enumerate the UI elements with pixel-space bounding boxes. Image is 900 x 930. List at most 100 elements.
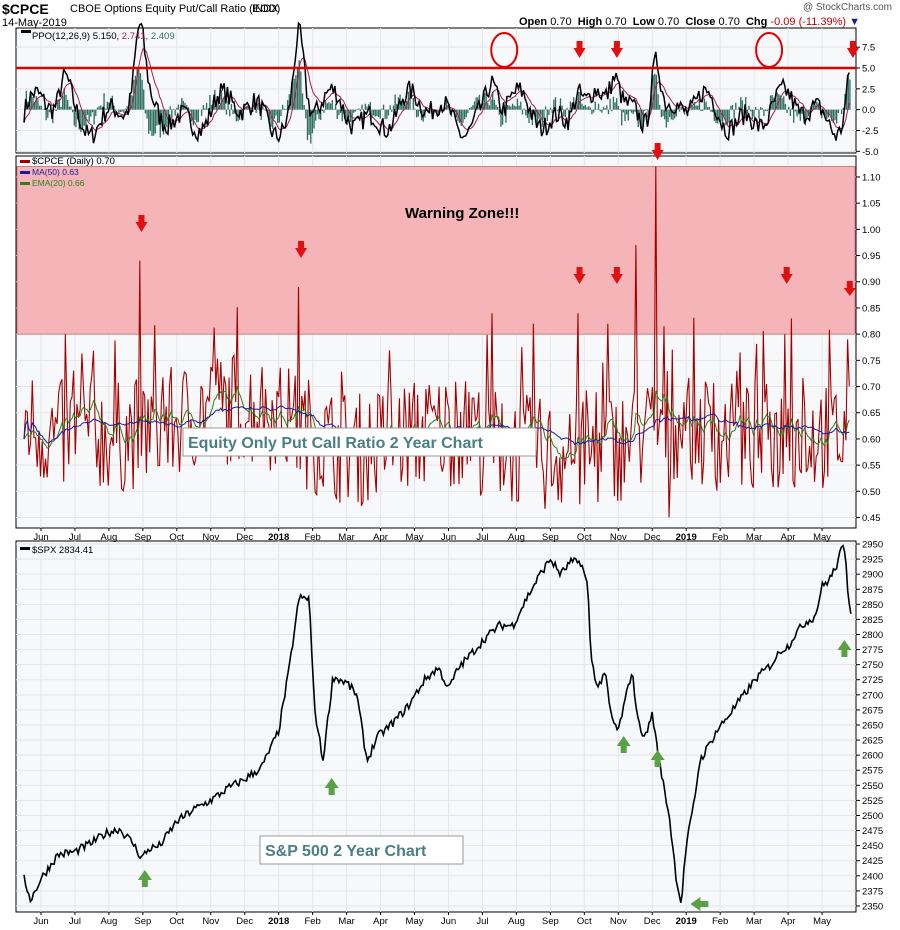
ppo-histogram-bar — [348, 109, 350, 118]
ppo-histogram-bar — [305, 109, 307, 119]
ppo-histogram-bar — [176, 107, 178, 110]
ppo-histogram-bar — [177, 104, 180, 110]
ppo-histogram-bar — [834, 109, 836, 121]
ppo-histogram-bar — [606, 105, 608, 110]
chg-down-icon: ▼ — [849, 16, 860, 28]
ppo-histogram-bar — [124, 108, 127, 110]
ppo-histogram-bar — [650, 95, 653, 110]
y-tick-label: 2475 — [862, 826, 883, 837]
x-tick-label: 2019 — [676, 916, 697, 927]
x-tick-label: May — [406, 532, 424, 543]
down-arrow — [135, 215, 148, 232]
up-arrow — [324, 778, 339, 795]
up-arrow — [616, 736, 631, 753]
y-tick-label: 1.10 — [862, 172, 881, 183]
ppo-histogram-bar — [591, 109, 593, 115]
ppo-histogram-bar — [146, 109, 148, 119]
ppo-histogram-bar — [391, 109, 393, 112]
ppo-histogram-bar — [625, 109, 628, 115]
ppo-histogram-bar — [323, 109, 325, 113]
ppo-histogram-bar — [840, 109, 843, 115]
ppo-histogram-bar — [268, 109, 271, 121]
ppo-histogram-bar — [209, 94, 211, 110]
ppo-histogram-bar — [224, 95, 226, 110]
ppo-histogram-bar — [487, 102, 489, 110]
ppo-histogram-bar — [68, 106, 70, 110]
ppo-histogram-bar — [518, 105, 520, 110]
x-tick-label: 2018 — [268, 916, 289, 927]
ppo-histogram-bar — [521, 109, 524, 115]
y-tick-label: 2500 — [862, 811, 883, 822]
x-tick-label: Apr — [781, 916, 796, 927]
ppo-histogram-bar — [285, 108, 287, 110]
ppo-histogram-bar — [286, 100, 289, 110]
ppo-histogram-bar — [467, 109, 469, 114]
x-tick-label: Dec — [236, 916, 253, 927]
ppo-histogram-bar — [556, 109, 558, 112]
ppo-histogram-bar — [144, 109, 147, 114]
ppo-histogram-bar — [544, 106, 547, 110]
ppo-histogram-bar — [156, 109, 158, 126]
ppo-histogram-bar — [634, 109, 636, 112]
ppo-histogram-bar — [172, 108, 175, 110]
ppo-histogram-bar — [148, 109, 150, 134]
ppo-histogram-bar — [485, 92, 487, 110]
ppo-histogram-bar — [614, 102, 616, 110]
ppo-histogram-bar — [506, 104, 509, 110]
ppo-histogram-bar — [392, 105, 395, 110]
x-tick-label: Oct — [577, 532, 592, 543]
x-tick-label: Feb — [304, 916, 320, 927]
ppo-histogram-bar — [288, 94, 290, 110]
ppo-histogram-bar — [339, 109, 342, 113]
ppo-histogram-bar — [718, 109, 720, 120]
ppo-histogram-bar — [473, 101, 476, 110]
legend-entry: $CPCE (Daily) 0.70 — [32, 156, 115, 167]
ppo-histogram-bar — [788, 106, 790, 110]
y-tick-label: 2950 — [862, 540, 883, 551]
ppo-histogram-bar — [791, 108, 793, 110]
ppo-histogram-bar — [197, 109, 199, 123]
x-tick-label: Nov — [202, 532, 219, 543]
x-tick-label: Jun — [441, 532, 456, 543]
ppo-histogram-bar — [324, 101, 327, 110]
ppo-histogram-bar — [200, 109, 203, 116]
ppo-histogram-bar — [501, 109, 504, 125]
ppo-histogram-bar — [647, 109, 649, 120]
ohlc-readout: Open 0.70 High 0.70 Low 0.70 Close 0.70 … — [519, 16, 860, 28]
ppo-histogram-bar — [692, 106, 694, 110]
ppo-histogram-bar — [277, 109, 279, 123]
x-tick-label: 2019 — [676, 532, 697, 543]
y-tick-label: 2625 — [862, 736, 883, 747]
y-tick-label: 5.0 — [862, 64, 875, 75]
y-tick-label: 2525 — [862, 796, 883, 807]
x-tick-label: Mar — [338, 532, 354, 543]
left-arrow — [690, 897, 709, 911]
ppo-histogram-bar — [837, 109, 840, 113]
legend-entry: $SPX 2834.41 — [32, 545, 93, 556]
ppo-histogram-bar — [465, 109, 467, 117]
ppo-histogram-bar — [764, 109, 767, 111]
ppo-histogram-bar — [463, 109, 466, 120]
high-label: High — [577, 16, 603, 28]
ppo-histogram-bar — [234, 109, 236, 114]
legend-swatch — [20, 547, 30, 550]
ppo-histogram-bar — [134, 75, 137, 110]
y-tick-label: 2850 — [862, 600, 883, 611]
up-arrow — [137, 870, 152, 887]
y-tick-label: 1.05 — [862, 199, 881, 210]
x-tick-label: Sep — [542, 532, 559, 543]
ppo-histogram-bar — [783, 96, 785, 110]
down-arrow — [610, 41, 623, 58]
ppo-histogram-bar — [496, 106, 499, 110]
ppo-histogram-bar — [630, 109, 633, 113]
y-tick-label: 2400 — [862, 871, 883, 882]
warning-zone-annotation: Warning Zone!!! — [405, 205, 519, 222]
spx-label-text: S&P 500 2 Year Chart — [265, 843, 427, 860]
ppo-histogram-bar — [612, 96, 615, 110]
ppo-histogram-bar — [235, 109, 238, 122]
y-tick-label: 2650 — [862, 720, 883, 731]
ppo-histogram-bar — [520, 101, 522, 110]
ppo-histogram-bar — [412, 97, 414, 110]
ppo-histogram-bar — [118, 109, 120, 113]
ppo-histogram-bar — [187, 107, 190, 110]
